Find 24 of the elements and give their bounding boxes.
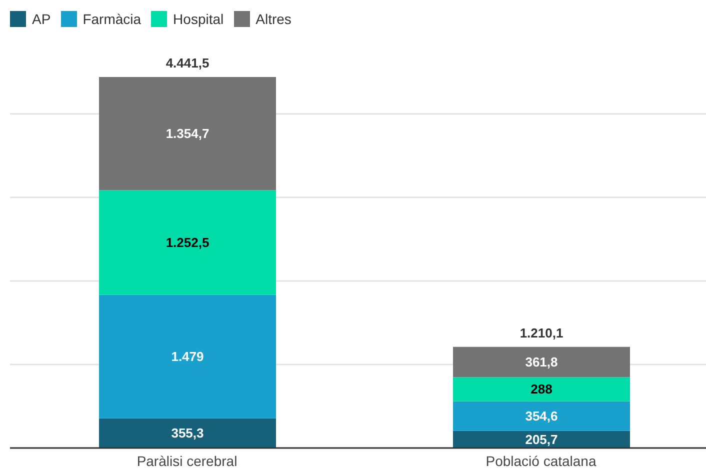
bar xyxy=(453,377,630,402)
data-label: 205,7 xyxy=(525,432,558,447)
data-label: 361,8 xyxy=(525,354,558,370)
bar xyxy=(453,401,630,431)
bar xyxy=(99,418,276,448)
bar xyxy=(99,77,276,190)
x-tick-label: Paràlisi cerebral xyxy=(136,452,238,469)
data-label: 355,3 xyxy=(171,426,204,441)
bar xyxy=(99,294,276,418)
data-label: 288 xyxy=(530,382,552,397)
data-label: 354,6 xyxy=(525,408,558,424)
bar xyxy=(453,346,630,378)
total-label: 4.441,5 xyxy=(166,56,210,70)
legend-label: Hospital xyxy=(173,11,224,27)
legend-label: AP xyxy=(32,11,51,27)
x-tick-label: Població catalana xyxy=(486,452,596,469)
total-label: 1.210,1 xyxy=(520,325,564,340)
data-label: 1.252,5 xyxy=(166,234,210,250)
bar xyxy=(453,430,630,448)
legend-label: Altres xyxy=(256,11,292,27)
bar xyxy=(99,190,276,295)
data-label: 1.479 xyxy=(171,349,204,364)
data-label: 1.354,7 xyxy=(166,126,210,142)
legend-label: Farmàcia xyxy=(82,11,142,27)
